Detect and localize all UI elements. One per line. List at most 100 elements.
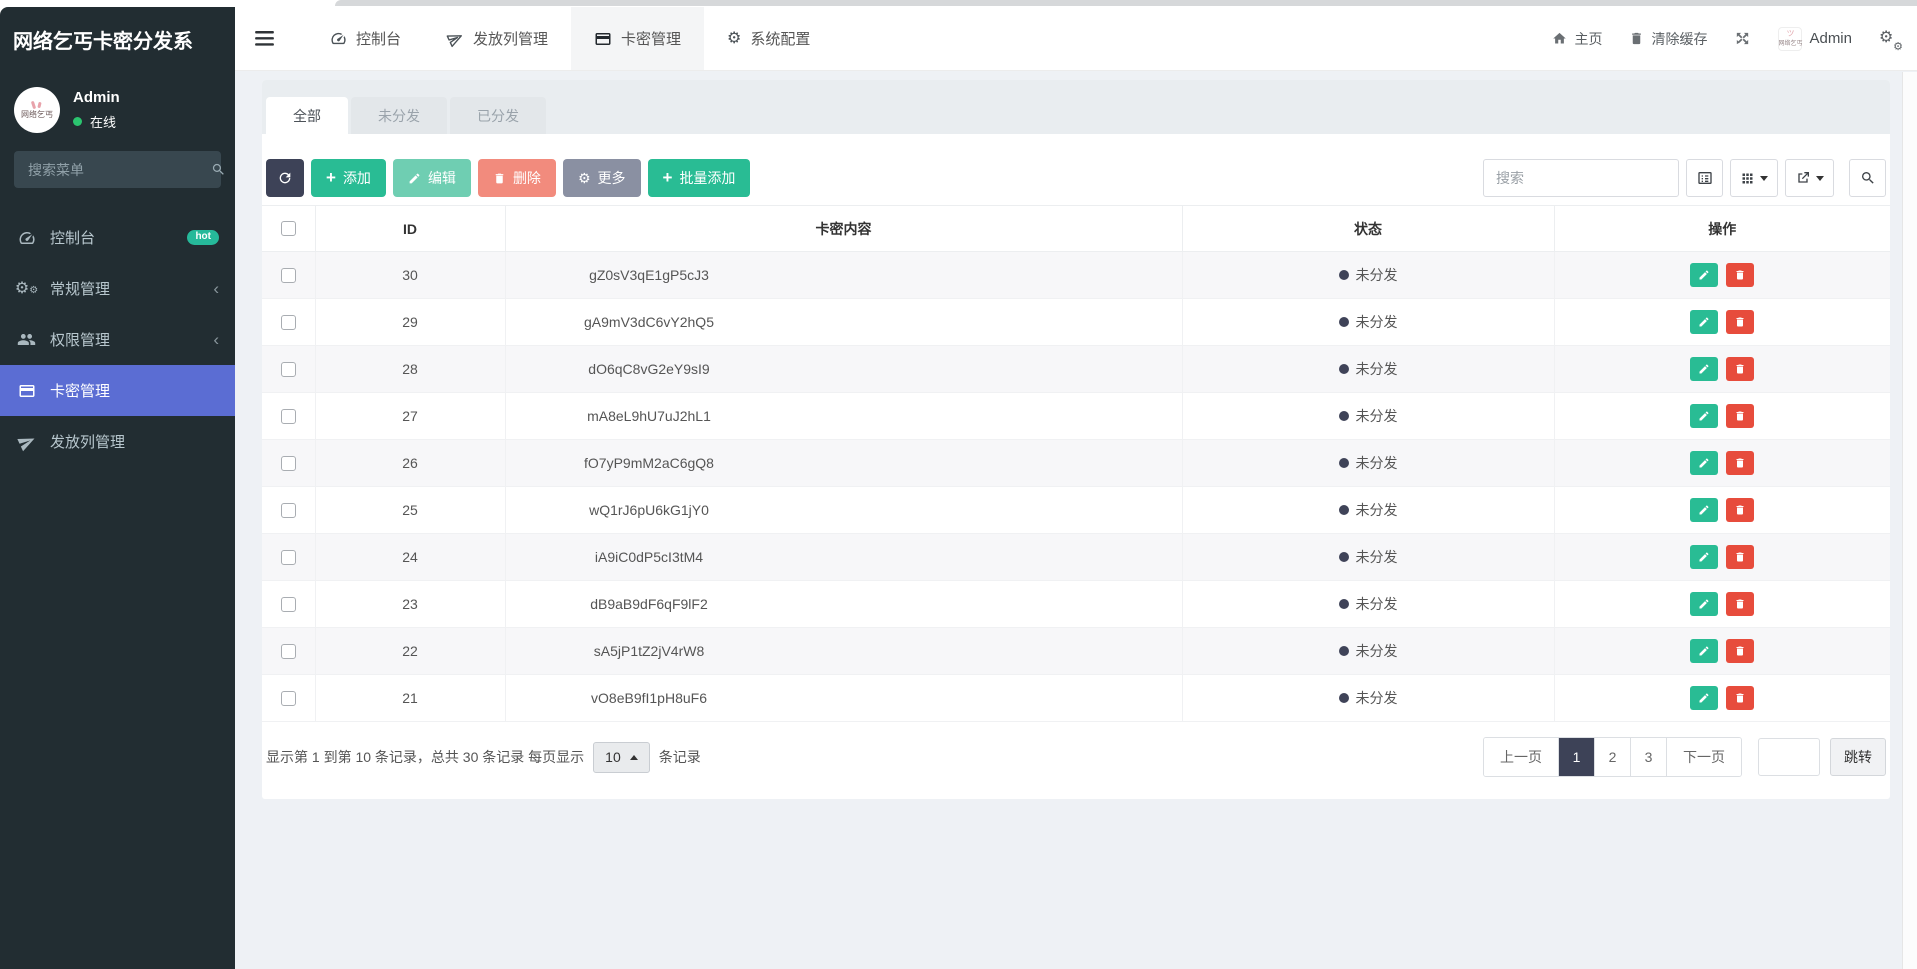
- prev-page-button[interactable]: 上一页: [1484, 738, 1558, 776]
- grid-icon: [1740, 171, 1755, 186]
- cell-code: dO6qC8vG2eY9sI9: [504, 345, 1183, 393]
- row-checkbox[interactable]: [280, 502, 296, 518]
- window-top-bar: [335, 0, 1917, 6]
- page-button-3[interactable]: 3: [1630, 738, 1666, 776]
- chevron-left-icon: ‹: [213, 330, 219, 349]
- row-checkbox[interactable]: [280, 690, 296, 706]
- delete-row-button[interactable]: [1726, 451, 1755, 475]
- home-link[interactable]: 主页: [1552, 29, 1602, 49]
- scrollbar-track[interactable]: [1902, 72, 1917, 969]
- edit-row-button[interactable]: [1690, 357, 1719, 381]
- edit-row-button[interactable]: [1690, 639, 1719, 663]
- app-title: 网络乞丐卡密分发系: [13, 30, 193, 53]
- page-button-1[interactable]: 1: [1558, 738, 1594, 776]
- cell-actions: [1553, 298, 1890, 346]
- menu-search: [14, 151, 224, 188]
- edit-row-button[interactable]: [1690, 498, 1719, 522]
- export-button[interactable]: [1785, 159, 1834, 197]
- delete-row-button[interactable]: [1726, 686, 1755, 710]
- filter-tab-distributed[interactable]: 已分发: [450, 97, 546, 134]
- edit-row-button[interactable]: [1690, 404, 1719, 428]
- column-header-id[interactable]: ID: [314, 205, 506, 252]
- select-all-checkbox[interactable]: [280, 221, 296, 236]
- trash-icon: [1736, 599, 1744, 609]
- delete-row-button[interactable]: [1726, 498, 1755, 522]
- row-checkbox[interactable]: [280, 361, 296, 377]
- row-checkbox[interactable]: [280, 267, 296, 283]
- filter-tab-undistributed[interactable]: 未分发: [351, 97, 447, 134]
- column-header-actions[interactable]: 操作: [1553, 205, 1890, 252]
- delete-row-button[interactable]: [1726, 310, 1755, 334]
- status-dot-icon: [1338, 317, 1349, 327]
- nav-tab-distribution[interactable]: 发放列管理: [424, 7, 571, 70]
- delete-row-button[interactable]: [1726, 639, 1755, 663]
- row-checkbox[interactable]: [280, 455, 296, 471]
- delete-row-button[interactable]: [1726, 263, 1755, 287]
- refresh-button[interactable]: [266, 159, 304, 197]
- row-checkbox[interactable]: [280, 596, 296, 612]
- edit-row-button[interactable]: [1690, 686, 1719, 710]
- row-checkbox[interactable]: [280, 643, 296, 659]
- delete-row-button[interactable]: [1726, 357, 1755, 381]
- nav-tab-cards[interactable]: 卡密管理: [571, 7, 705, 70]
- row-checkbox[interactable]: [280, 314, 296, 330]
- pencil-icon: [408, 172, 421, 185]
- cell-status: 未分发: [1181, 627, 1555, 675]
- clear-cache-link[interactable]: 清除缓存: [1629, 29, 1707, 49]
- gears-icon: ⚙⚙: [14, 279, 39, 297]
- row-checkbox[interactable]: [280, 549, 296, 565]
- hamburger-menu-icon[interactable]: [235, 7, 293, 70]
- detail-view-button[interactable]: [1686, 159, 1723, 197]
- next-page-button[interactable]: 下一页: [1666, 738, 1741, 776]
- page-size-dropdown[interactable]: 10: [593, 741, 650, 773]
- trash-icon: [493, 172, 506, 185]
- sidebar-item-cards[interactable]: 卡密管理: [0, 365, 235, 416]
- nav-tab-dashboard[interactable]: 控制台: [307, 7, 424, 70]
- delete-row-button[interactable]: [1726, 545, 1755, 569]
- sidebar-item-dashboard[interactable]: 控制台 hot: [0, 212, 235, 263]
- table-row: 26 fO7yP9mM2aC6gQ8 未分发: [262, 439, 1890, 487]
- edit-row-button[interactable]: [1690, 592, 1719, 616]
- status-dot-icon: [1338, 646, 1349, 656]
- edit-row-button[interactable]: [1690, 545, 1719, 569]
- edit-button[interactable]: 编辑: [392, 159, 471, 197]
- sidebar-item-general[interactable]: ⚙⚙ 常规管理 ‹: [0, 263, 235, 314]
- sidebar-item-permissions[interactable]: 权限管理 ‹: [0, 314, 235, 365]
- table-row: 25 wQ1rJ6pU6kG1jY0 未分发: [262, 486, 1890, 534]
- batch-add-button[interactable]: + 批量添加: [647, 159, 751, 197]
- sidebar-item-distribution[interactable]: 发放列管理: [0, 416, 235, 467]
- cell-code: wQ1rJ6pU6kG1jY0: [504, 486, 1183, 534]
- edit-row-button[interactable]: [1690, 263, 1719, 287]
- settings-gears-button[interactable]: ⚙ ⚙: [1879, 29, 1903, 53]
- column-header-code[interactable]: 卡密内容: [504, 205, 1183, 252]
- page-button-2[interactable]: 2: [1594, 738, 1630, 776]
- delete-button[interactable]: 删除: [477, 159, 556, 197]
- nav-tab-settings[interactable]: ⚙ 系统配置: [704, 7, 833, 70]
- cell-id: 25: [314, 486, 506, 534]
- toolbar-right: [1483, 159, 1886, 197]
- jump-page-input[interactable]: [1758, 738, 1820, 776]
- jump-button[interactable]: 跳转: [1830, 738, 1886, 776]
- fullscreen-button[interactable]: [1734, 30, 1751, 47]
- row-checkbox[interactable]: [280, 408, 296, 424]
- menu-search-input[interactable]: [26, 160, 211, 179]
- delete-row-button[interactable]: [1726, 404, 1755, 428]
- credit-card-icon: [594, 30, 612, 48]
- delete-row-button[interactable]: [1726, 592, 1755, 616]
- search-button[interactable]: [1849, 159, 1886, 197]
- edit-row-button[interactable]: [1690, 451, 1719, 475]
- avatar-logo-icon: ツ: [1786, 29, 1795, 38]
- dashboard-icon: [330, 30, 347, 47]
- table-row: 24 iA9iC0dP5cI3tM4 未分发: [262, 533, 1890, 581]
- columns-button[interactable]: [1730, 159, 1778, 197]
- plus-icon: +: [326, 167, 336, 187]
- gear-icon: ⚙: [727, 29, 742, 47]
- column-header-status[interactable]: 状态: [1181, 205, 1555, 252]
- filter-tab-all[interactable]: 全部: [266, 97, 348, 134]
- add-button[interactable]: + 添加: [311, 159, 386, 197]
- more-button[interactable]: ⚙ 更多: [562, 159, 641, 197]
- user-menu[interactable]: ツ 网络乞丐 Admin: [1778, 26, 1852, 51]
- pencil-icon: [1699, 505, 1709, 515]
- edit-row-button[interactable]: [1690, 310, 1719, 334]
- table-search-input[interactable]: [1483, 159, 1679, 197]
